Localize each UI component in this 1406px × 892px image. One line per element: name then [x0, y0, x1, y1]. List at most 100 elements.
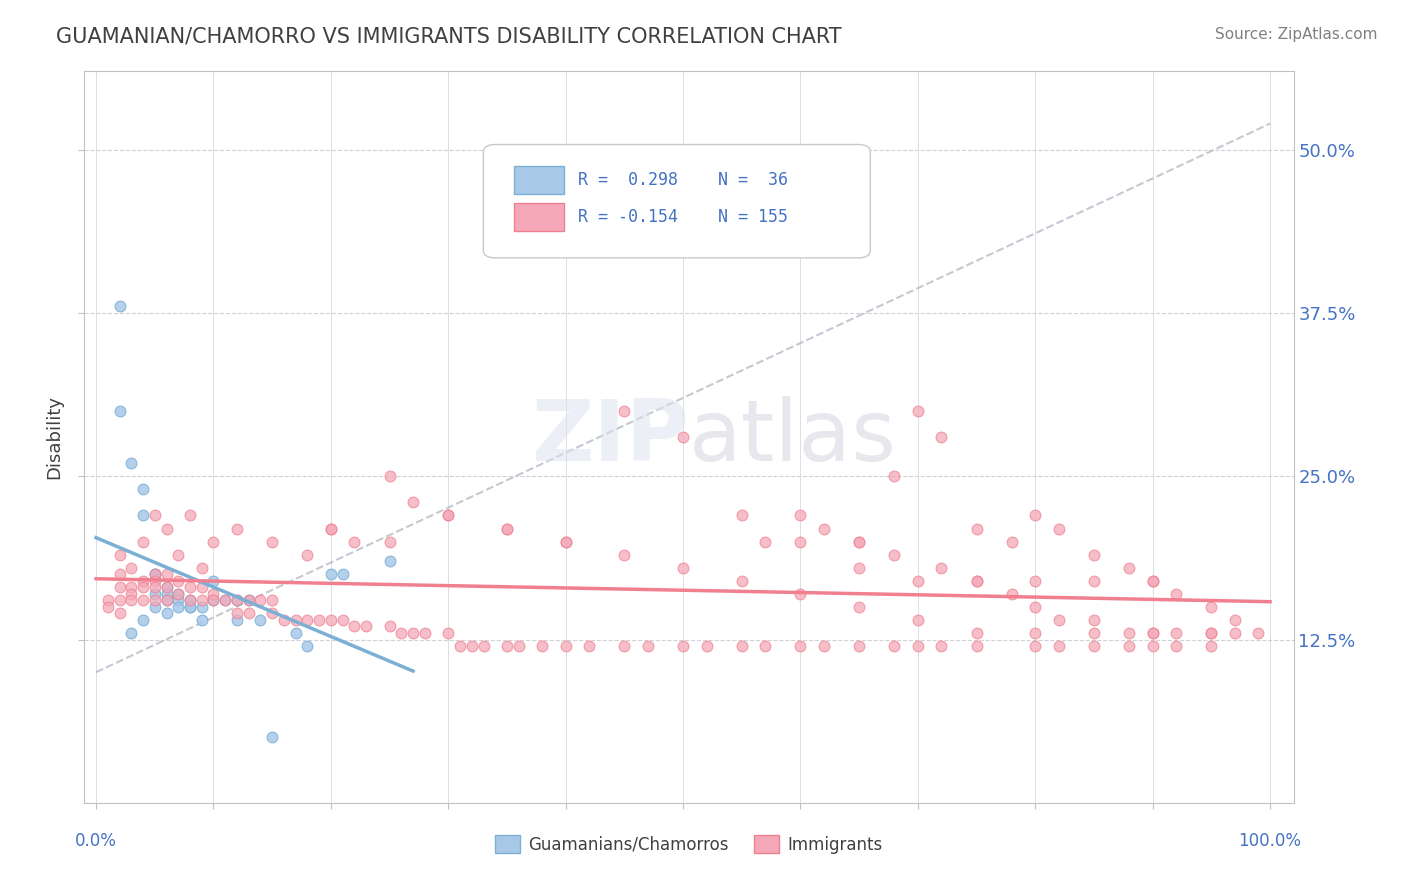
- Point: [1083, 574, 1105, 588]
- Point: [167, 574, 190, 588]
- Point: [132, 580, 155, 594]
- Point: [437, 508, 460, 523]
- Point: [108, 580, 131, 594]
- Point: [883, 469, 905, 483]
- Point: [108, 548, 131, 562]
- Point: [155, 593, 177, 607]
- Point: [319, 567, 342, 582]
- Point: [1201, 639, 1223, 653]
- Point: [883, 639, 905, 653]
- Point: [155, 587, 177, 601]
- Point: [1024, 599, 1046, 614]
- Point: [789, 534, 811, 549]
- Point: [143, 574, 166, 588]
- Point: [97, 599, 120, 614]
- Point: [931, 639, 953, 653]
- Point: [378, 554, 401, 568]
- Point: [297, 548, 319, 562]
- Point: [190, 599, 212, 614]
- Point: [378, 619, 401, 633]
- Point: [273, 613, 295, 627]
- Point: [883, 548, 905, 562]
- Point: [249, 613, 271, 627]
- Point: [907, 639, 929, 653]
- Point: [179, 593, 201, 607]
- Point: [354, 619, 377, 633]
- Point: [214, 593, 236, 607]
- Point: [190, 593, 212, 607]
- Point: [226, 521, 249, 535]
- Point: [202, 574, 225, 588]
- Point: [672, 639, 695, 653]
- Point: [731, 574, 754, 588]
- Point: [97, 593, 120, 607]
- Point: [1223, 626, 1246, 640]
- FancyBboxPatch shape: [513, 166, 564, 194]
- Point: [120, 456, 142, 470]
- Text: 0.0%: 0.0%: [75, 832, 117, 850]
- Point: [284, 626, 307, 640]
- Point: [907, 613, 929, 627]
- Point: [179, 593, 201, 607]
- Point: [143, 567, 166, 582]
- Point: [1142, 626, 1164, 640]
- Point: [402, 495, 425, 509]
- Point: [238, 593, 260, 607]
- Point: [731, 508, 754, 523]
- Point: [214, 593, 236, 607]
- Point: [696, 639, 718, 653]
- Text: R = -0.154    N = 155: R = -0.154 N = 155: [578, 208, 787, 226]
- Point: [167, 587, 190, 601]
- Point: [1001, 534, 1024, 549]
- Point: [1142, 626, 1164, 640]
- Point: [155, 521, 177, 535]
- Point: [613, 404, 636, 418]
- Point: [731, 639, 754, 653]
- Point: [190, 580, 212, 594]
- Point: [120, 560, 142, 574]
- Point: [143, 587, 166, 601]
- Point: [202, 593, 225, 607]
- Point: [190, 613, 212, 627]
- Point: [413, 626, 436, 640]
- Point: [143, 580, 166, 594]
- Point: [907, 574, 929, 588]
- Point: [554, 639, 576, 653]
- Point: [179, 580, 201, 594]
- Point: [120, 580, 142, 594]
- Point: [1024, 626, 1046, 640]
- Point: [907, 404, 929, 418]
- Point: [449, 639, 471, 653]
- Point: [578, 639, 600, 653]
- Point: [249, 593, 271, 607]
- Point: [966, 639, 988, 653]
- Point: [226, 613, 249, 627]
- Point: [1024, 639, 1046, 653]
- Point: [672, 560, 695, 574]
- Point: [332, 567, 354, 582]
- Point: [238, 593, 260, 607]
- Point: [108, 404, 131, 418]
- Point: [1118, 560, 1140, 574]
- Point: [179, 599, 201, 614]
- Point: [848, 534, 870, 549]
- Point: [190, 560, 212, 574]
- Point: [789, 639, 811, 653]
- FancyBboxPatch shape: [484, 145, 870, 258]
- Point: [496, 639, 519, 653]
- Point: [132, 534, 155, 549]
- Point: [155, 607, 177, 621]
- Point: [108, 607, 131, 621]
- Point: [848, 599, 870, 614]
- Point: [120, 587, 142, 601]
- Point: [308, 613, 330, 627]
- Point: [1201, 626, 1223, 640]
- Point: [155, 567, 177, 582]
- Point: [472, 639, 495, 653]
- Point: [1047, 639, 1070, 653]
- Point: [179, 599, 201, 614]
- Text: R =  0.298    N =  36: R = 0.298 N = 36: [578, 170, 787, 188]
- Point: [120, 626, 142, 640]
- Point: [143, 593, 166, 607]
- Point: [496, 521, 519, 535]
